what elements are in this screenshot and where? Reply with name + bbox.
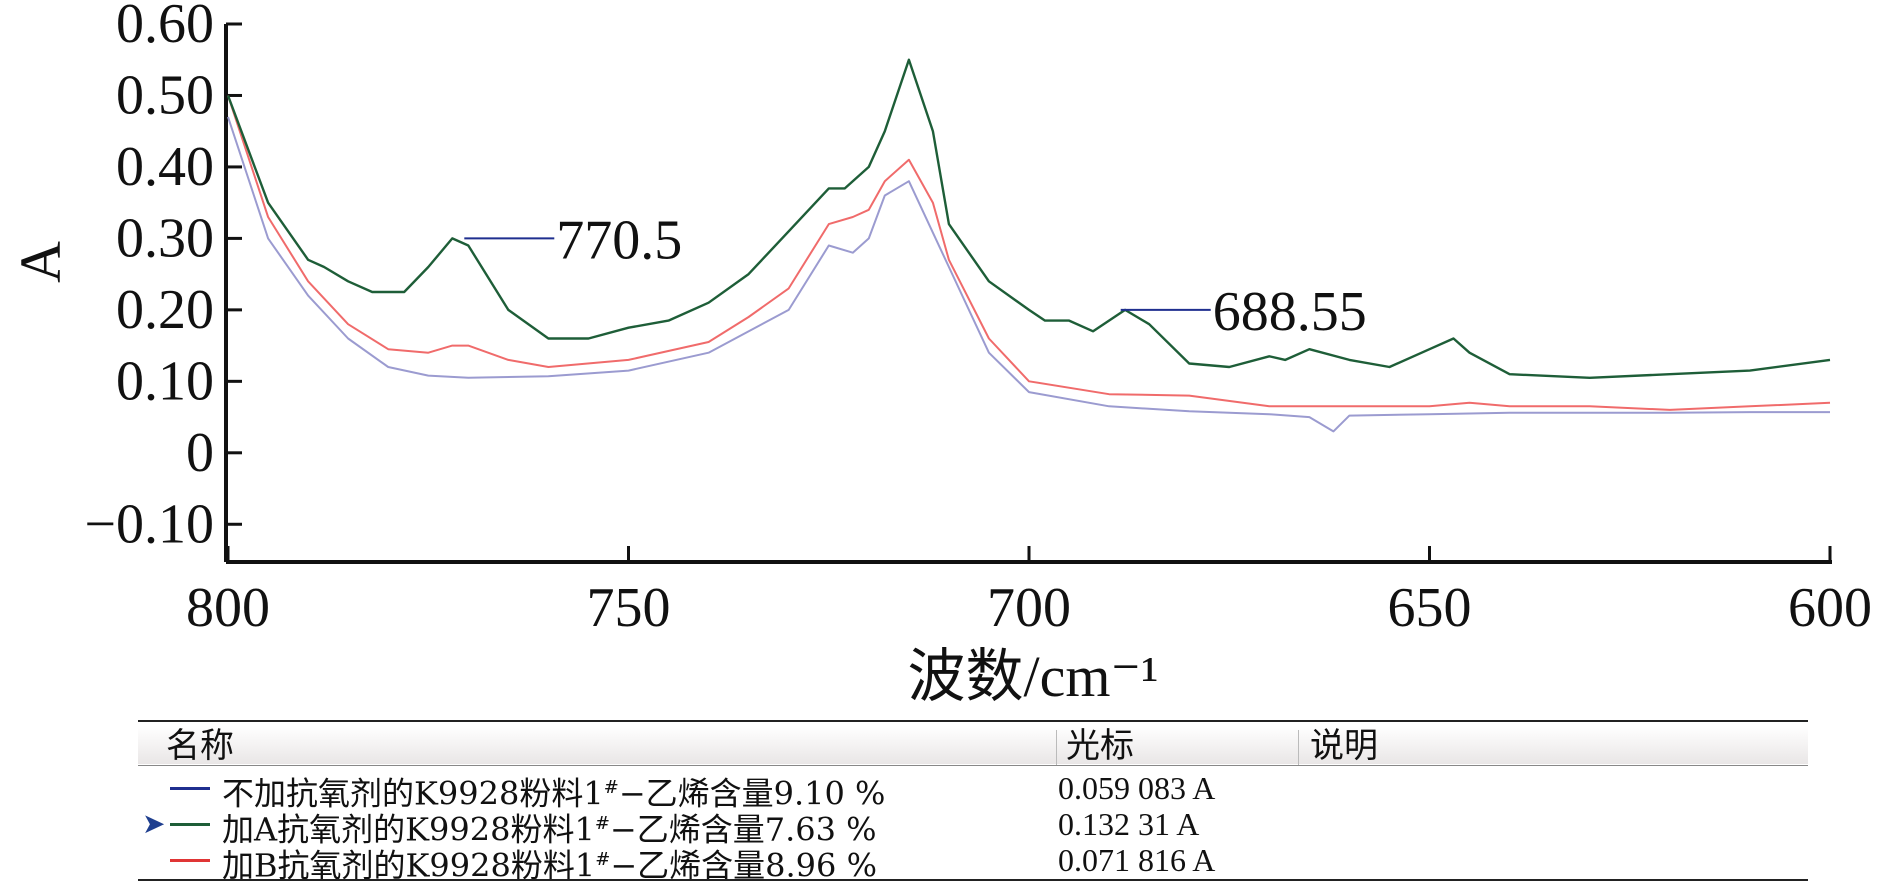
series-swatch — [170, 859, 210, 862]
selected-row-arrow-icon: ➤ — [142, 807, 166, 840]
header-note: 说明 — [1310, 726, 1378, 766]
cursor-value: 0.059 083 A — [1058, 770, 1216, 806]
y-tick-label: 0.30 — [116, 207, 214, 269]
x-tick-label: 650 — [1388, 577, 1472, 639]
header-cursor: 光标 — [1066, 726, 1134, 766]
header-bottom-rule — [138, 765, 1808, 766]
y-ticks: 0.60 0.50 0.40 0.30 0.20 0.10 0 −0.10 — [84, 0, 242, 555]
series-name: 不加抗氧剂的K9928粉料1#−乙烯含量9.10 % — [222, 774, 886, 813]
y-tick-label: 0.60 — [116, 0, 214, 55]
y-tick-label: 0.10 — [116, 350, 214, 412]
series-name: 加B抗氧剂的K9928粉料1#−乙烯含量8.96 % — [222, 846, 877, 885]
x-tick-label: 750 — [587, 577, 671, 639]
header-separator — [1298, 730, 1299, 766]
legend-table: 名称 光标 说明 不加抗氧剂的K9928粉料1#−乙烯含量9.10 % 0.05… — [138, 720, 1808, 884]
spectrum-chart: 0.60 0.50 0.40 0.30 0.20 0.10 0 −0.10 800 750 700… — [8, 0, 1872, 709]
y-tick-label: 0.20 — [116, 279, 214, 341]
chart-axes — [224, 24, 1832, 564]
y-axis-title: A — [8, 241, 73, 283]
table-bottom-rule — [138, 879, 1808, 881]
table-row[interactable]: 不加抗氧剂的K9928粉料1#−乙烯含量9.10 % 0.059 083 A — [138, 770, 1808, 812]
series-swatch — [170, 787, 210, 790]
y-tick-label: 0.40 — [116, 136, 214, 198]
x-tick-label: 800 — [186, 577, 270, 639]
header-name: 名称 — [166, 726, 234, 766]
x-ticks: 800 750 700 650 600 — [186, 546, 1872, 639]
series-line-antioxidant-b — [227, 95, 1831, 411]
peak-label: 770.5 — [556, 209, 682, 271]
series-lines — [226, 58, 1831, 433]
series-line-antioxidant-a — [226, 58, 1831, 379]
table-top-rule — [138, 720, 1808, 722]
y-tick-label: 0.50 — [116, 64, 214, 126]
series-swatch — [170, 823, 210, 826]
y-tick-label: 0 — [186, 422, 214, 484]
cursor-value: 0.071 816 A — [1058, 842, 1216, 878]
x-tick-label: 700 — [987, 577, 1071, 639]
peak-annotations: 770.5 688.55 — [464, 209, 1367, 343]
x-axis-title: 波数/cm⁻¹ — [908, 644, 1159, 709]
table-row[interactable]: 加B抗氧剂的K9928粉料1#−乙烯含量8.96 % 0.071 816 A — [138, 842, 1808, 884]
y-tick-label: −0.10 — [84, 493, 214, 555]
peak-label: 688.55 — [1213, 281, 1367, 343]
table-header: 名称 光标 说明 — [138, 726, 1808, 766]
x-tick-label: 600 — [1788, 577, 1872, 639]
series-line-no-antioxidant — [227, 116, 1830, 433]
header-separator — [1056, 730, 1057, 766]
series-name: 加A抗氧剂的K9928粉料1#−乙烯含量7.63 % — [222, 810, 877, 849]
cursor-value: 0.132 31 A — [1058, 806, 1200, 842]
table-row[interactable]: ➤ 加A抗氧剂的K9928粉料1#−乙烯含量7.63 % 0.132 31 A — [138, 806, 1808, 848]
